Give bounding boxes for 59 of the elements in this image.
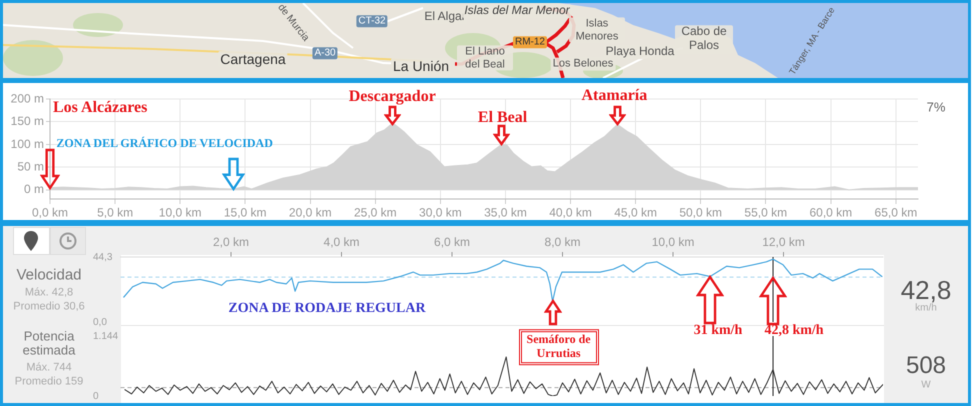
x-tick-label: 45,0 km — [614, 206, 657, 220]
text: Playa Honda — [604, 44, 676, 59]
y-tick-label: 150 m — [10, 114, 44, 128]
y-tick-label: 0 m — [24, 182, 44, 196]
x-tick-label: 2,0 km — [213, 235, 250, 250]
x-tick-label: 55,0 km — [744, 206, 788, 220]
annotation: Semáforo de Urrutias — [518, 329, 599, 365]
x-tick-label: 10,0 km — [652, 235, 694, 250]
y-tick-label: 50 m — [17, 159, 44, 174]
y-tick-label: 44,3 — [93, 252, 113, 263]
text: La Unión — [390, 58, 452, 74]
y-tick-label: 1.144 — [93, 330, 118, 342]
text: Los Belones — [550, 58, 616, 70]
annotation: ZONA DE RODAJE REGULAR — [228, 300, 426, 318]
text: Promedio 30,6 — [13, 300, 85, 314]
text: W — [921, 379, 931, 391]
x-tick-label: 10,0 km — [158, 206, 202, 220]
text: Islas Menores — [569, 17, 625, 43]
text: A-30 — [312, 47, 338, 59]
x-tick-label: 12,0 km — [762, 235, 805, 250]
x-tick-label: 40,0 km — [549, 206, 592, 220]
x-tick-label: 50,0 km — [679, 206, 722, 220]
y-tick-label: 200 m — [10, 91, 44, 106]
text: km/h — [915, 302, 937, 314]
x-tick-label: 0,0 km — [32, 206, 68, 220]
x-tick-label: 15,0 km — [224, 206, 267, 220]
y-tick-label: 0 — [93, 390, 99, 402]
text: Cabo de Palos — [675, 24, 733, 53]
x-tick-label: 30,0 km — [419, 206, 462, 220]
annotation: 42,8 km/h — [764, 322, 824, 340]
text: Promedio 159 — [14, 376, 84, 388]
annotation: ZONA DEL GRÁFICO DE VELOCIDAD — [56, 136, 273, 151]
x-tick-label: 65,0 km — [874, 206, 918, 220]
text: Islas del Mar Menor — [462, 3, 572, 18]
x-tick-label: 20,0 km — [288, 206, 332, 220]
text: Cartagena — [218, 50, 288, 68]
annotation: 31 km/h — [694, 322, 742, 340]
text: Máx. 744 — [26, 362, 72, 374]
y-tick-label: 0,0 — [93, 316, 108, 328]
text: 508 — [906, 352, 946, 380]
text: 7% — [926, 100, 946, 116]
annotation: Atamaría — [581, 87, 648, 106]
x-tick-label: 8,0 km — [544, 235, 581, 250]
y-tick-label: 100 m — [10, 136, 44, 151]
text: Máx. 42,8 — [24, 286, 74, 300]
annotation: Descargador — [348, 88, 436, 107]
text: CT-32 — [356, 15, 388, 27]
x-tick-label: 4,0 km — [324, 235, 360, 250]
x-tick-label: 60,0 km — [809, 206, 852, 220]
annotation: El Beal — [478, 109, 528, 128]
annotation: Los Alcázares — [53, 98, 148, 118]
x-tick-label: 25,0 km — [354, 206, 397, 220]
text: RM-12 — [512, 36, 548, 48]
x-tick-label: 5,0 km — [97, 206, 134, 220]
x-tick-label: 6,0 km — [434, 235, 470, 250]
text: El Llano del Beal — [457, 45, 513, 71]
y-axis-title: Velocidad — [16, 266, 82, 284]
y-axis-title: Potencia estimada — [22, 328, 76, 358]
x-tick-label: 35,0 km — [484, 206, 527, 220]
